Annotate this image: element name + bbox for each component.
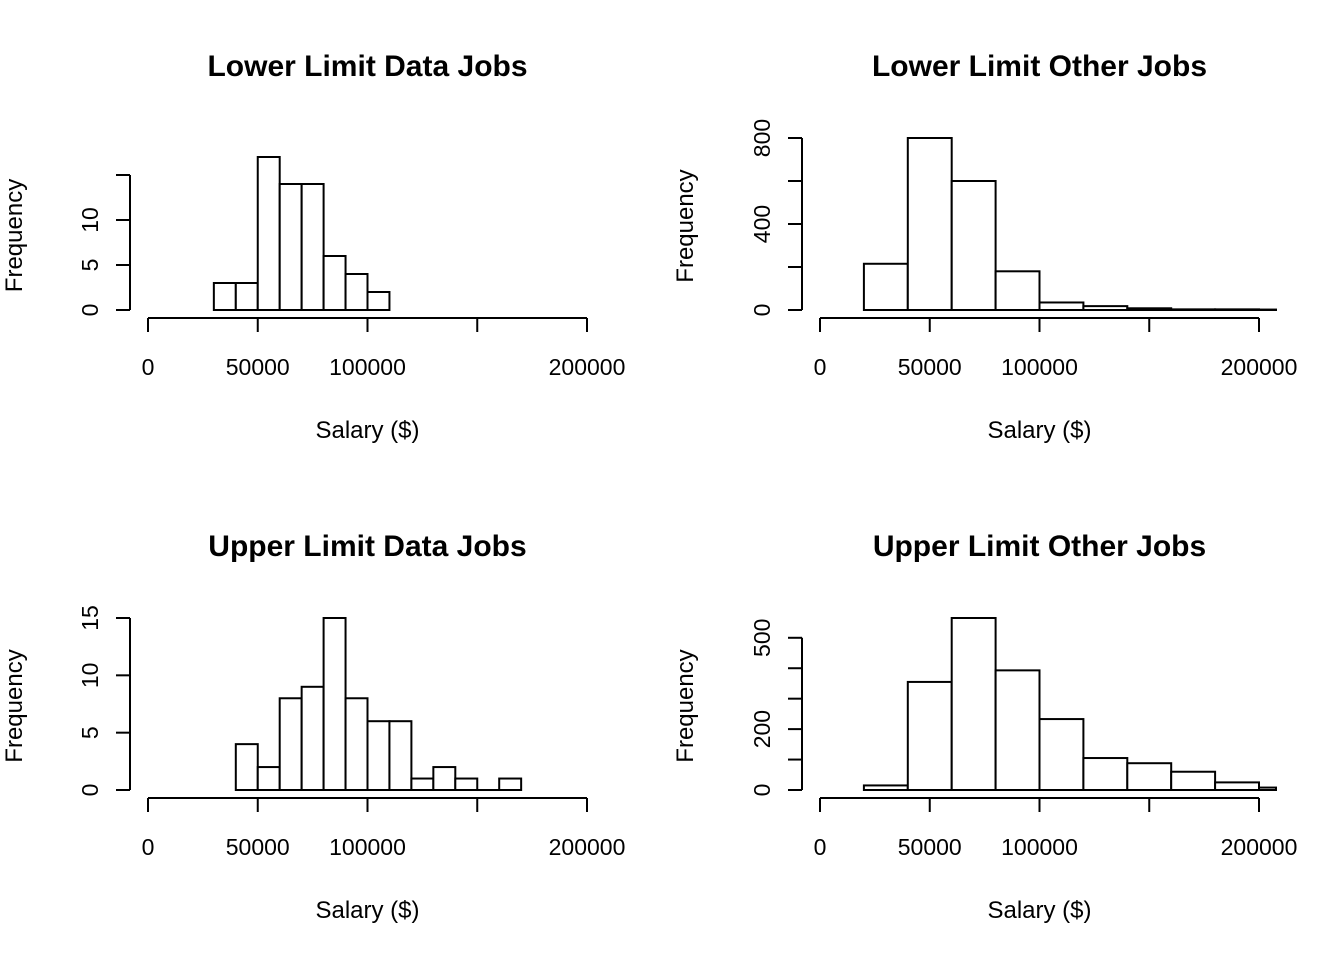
y-tick-label: 0: [749, 784, 775, 797]
y-tick-label: 200: [749, 710, 775, 748]
histogram-bar: [324, 256, 346, 310]
histogram-panel: Lower Limit Other Jobs 0 50000 100000 200000…: [672, 50, 1297, 444]
histogram-bar: [1259, 788, 1276, 790]
histogram-bar: [302, 184, 324, 310]
histogram-bar: [280, 184, 302, 310]
x-tick-label: 200000: [1221, 354, 1298, 380]
x-tick-label: 0: [142, 354, 155, 380]
x-tick-label: 100000: [1001, 834, 1078, 860]
histogram-bar: [346, 698, 368, 790]
histogram-bar: [864, 264, 908, 310]
histogram-bar: [236, 744, 258, 790]
y-tick-label: 0: [77, 304, 103, 317]
histogram-bar: [499, 779, 521, 790]
x-tick-label: 100000: [329, 354, 406, 380]
histogram-bar: [280, 698, 302, 790]
x-axis-label: Salary ($): [987, 417, 1091, 444]
histogram-bar: [236, 283, 258, 310]
histogram-bar: [258, 157, 280, 310]
histogram-bar: [1215, 782, 1259, 790]
x-tick-label: 200000: [1221, 834, 1298, 860]
histogram-bar: [908, 138, 952, 310]
chart-title: Lower Limit Data Jobs: [207, 50, 527, 83]
y-axis-label: Frequency: [1, 179, 28, 292]
histogram-bar: [411, 779, 433, 790]
x-tick-label: 50000: [898, 354, 962, 380]
y-tick-label: 0: [749, 304, 775, 317]
histogram-bar: [1083, 758, 1127, 790]
histogram-bar: [433, 767, 455, 790]
histogram-panel: Lower Limit Data Jobs 0 50000 100000 200000 0…: [1, 50, 625, 444]
histogram-bar: [1040, 302, 1084, 310]
x-tick-label: 100000: [329, 834, 406, 860]
x-tick-label: 200000: [549, 834, 626, 860]
x-axis-label: Salary ($): [315, 417, 419, 444]
x-tick-label: 100000: [1001, 354, 1078, 380]
y-tick-label: 5: [77, 726, 103, 739]
chart-title: Lower Limit Other Jobs: [872, 50, 1207, 83]
histogram-bar: [258, 767, 280, 790]
y-tick-label: 5: [77, 259, 103, 272]
x-axis-label: Salary ($): [315, 897, 419, 924]
y-tick-label: 10: [77, 207, 103, 233]
y-tick-label: 800: [749, 119, 775, 157]
x-axis-label: Salary ($): [987, 897, 1091, 924]
x-tick-label: 0: [142, 834, 155, 860]
y-tick-label: 10: [77, 663, 103, 689]
histogram-bar: [1040, 719, 1084, 790]
histogram-bar: [214, 283, 236, 310]
histogram-bar: [346, 274, 368, 310]
histogram-bar: [952, 181, 996, 310]
histogram-bar: [1171, 309, 1215, 310]
histogram-bar: [389, 721, 411, 790]
x-tick-label: 50000: [226, 354, 290, 380]
histogram-bar: [324, 618, 346, 790]
y-tick-label: 0: [77, 784, 103, 797]
histogram-bar: [952, 618, 996, 790]
y-axis-label: Frequency: [672, 169, 699, 282]
x-tick-label: 50000: [898, 834, 962, 860]
histogram-panel: Upper Limit Data Jobs 0 50000 100000 200000 0…: [1, 530, 625, 924]
x-tick-label: 50000: [226, 834, 290, 860]
y-tick-label: 500: [749, 619, 775, 657]
histogram-bar: [455, 779, 477, 790]
y-axis-label: Frequency: [672, 649, 699, 762]
y-tick-label: 15: [77, 605, 103, 631]
histogram-bar: [996, 670, 1040, 790]
x-tick-label: 200000: [549, 354, 626, 380]
histogram-bar: [996, 271, 1040, 310]
chart-title: Upper Limit Other Jobs: [873, 530, 1206, 563]
histogram-bar: [864, 785, 908, 790]
histogram-bar: [1083, 306, 1127, 310]
y-axis-label: Frequency: [1, 649, 28, 762]
histogram-bar: [908, 682, 952, 790]
histogram-bar: [302, 687, 324, 790]
histogram-bar: [368, 721, 390, 790]
x-tick-label: 0: [814, 354, 827, 380]
histogram-panel: Upper Limit Other Jobs 0 50000 100000 200000…: [672, 530, 1297, 924]
histogram-bar: [1127, 308, 1171, 310]
y-tick-label: 400: [749, 205, 775, 243]
x-tick-label: 0: [814, 834, 827, 860]
histogram-bar: [368, 292, 390, 310]
histogram-bar: [1127, 763, 1171, 790]
histogram-bar: [1171, 772, 1215, 790]
histogram-bar: [1215, 309, 1259, 310]
chart-title: Upper Limit Data Jobs: [208, 530, 526, 563]
